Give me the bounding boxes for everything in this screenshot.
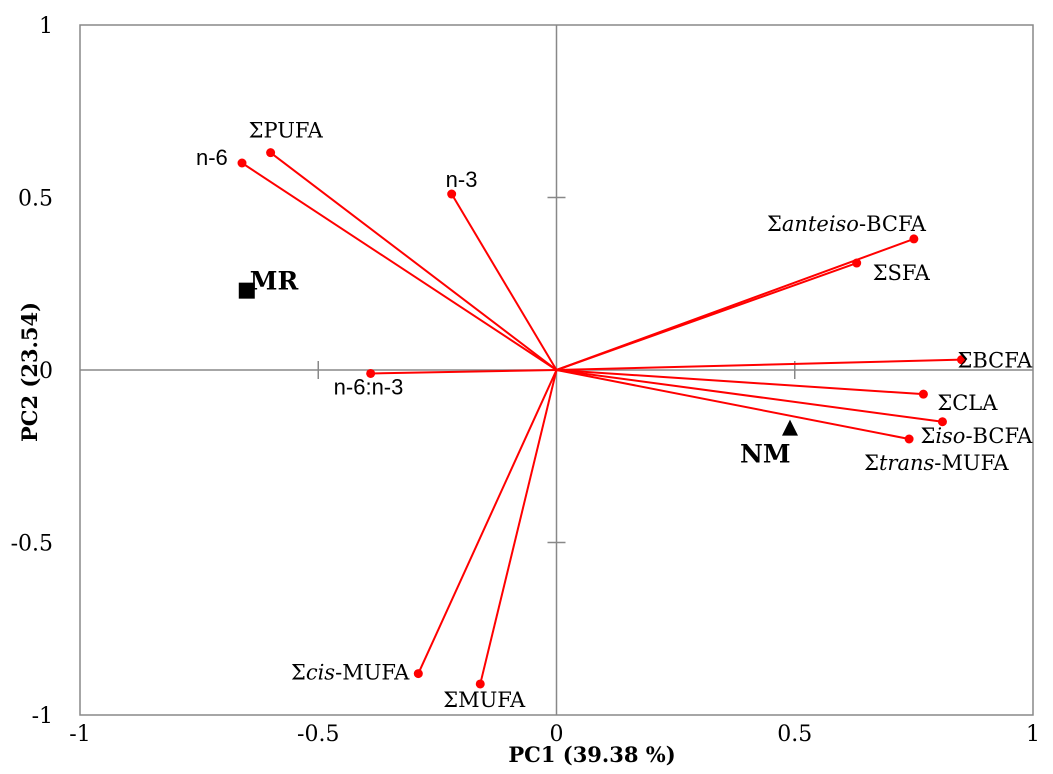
loading-point (909, 234, 919, 244)
loading-vector (556, 369, 924, 396)
loading-vector (450, 193, 558, 371)
loading-label: Σanteiso-BCFA (767, 212, 927, 236)
loading-point (447, 189, 457, 199)
group-marker-square (238, 282, 255, 299)
loading-point (918, 389, 928, 399)
group-label: MR (250, 267, 299, 296)
x-tick-label: -1 (69, 722, 90, 747)
loading-point (852, 258, 862, 268)
loading-label: n-6 (196, 145, 228, 170)
tick-labels: -1 -0.5 0 0.5 1 1 0.5 0 -0.5 -1 (11, 14, 1040, 747)
loading-vector (479, 369, 558, 685)
loading-label: Σiso-BCFA (920, 424, 1033, 448)
loading-point (266, 148, 276, 158)
loading-label: ΣSFA (873, 261, 931, 285)
loading-label: Σcis-MUFA (291, 661, 410, 685)
x-tick-label: 1 (1026, 722, 1040, 747)
loading-vector (269, 151, 558, 371)
x-tick-label: 0.5 (777, 722, 812, 747)
loading-label: n-3 (446, 167, 478, 192)
loading-vector (370, 369, 557, 375)
y-tick-label: -0.5 (11, 532, 53, 557)
group-label: NM (740, 440, 791, 469)
x-axis-title: PC1 (39.38 %) (508, 742, 675, 767)
loading-point (413, 669, 423, 679)
loading-point (475, 679, 485, 689)
loading-point (904, 434, 914, 444)
loading-vector (556, 369, 943, 423)
x-tick-label: 0 (550, 722, 564, 747)
loading-vector (556, 262, 858, 371)
loading-point (237, 158, 247, 168)
loading-vectors: n-6 ΣPUFA n-3 Σanteiso-BCFA ΣSFA ΣBCFA n-6:n-3… (196, 119, 1033, 712)
loading-point (366, 368, 376, 378)
loading-label: ΣPUFA (249, 119, 324, 143)
loading-label: Σtrans-MUFA (864, 451, 1009, 475)
y-tick-label: 0.5 (18, 187, 53, 212)
y-tick-label: 0 (39, 359, 53, 384)
loading-label: ΣMUFA (443, 688, 526, 712)
y-axis-title: PC2 (23.54) (17, 302, 42, 442)
loading-point (937, 417, 947, 427)
loading-vector (556, 358, 962, 371)
y-tick-label: -1 (32, 704, 53, 729)
loading-label: n-6:n-3 (334, 374, 404, 399)
loading-vector (417, 369, 558, 675)
loading-label: ΣCLA (937, 391, 998, 415)
group-marker-triangle (781, 419, 798, 436)
loading-vector (556, 369, 910, 440)
x-tick-label: -0.5 (297, 722, 339, 747)
loading-point (957, 355, 967, 365)
group-markers: MR NM (238, 267, 798, 469)
loading-vector (241, 162, 558, 371)
y-tick-label: 1 (39, 14, 53, 39)
loading-label: ΣBCFA (958, 349, 1033, 373)
